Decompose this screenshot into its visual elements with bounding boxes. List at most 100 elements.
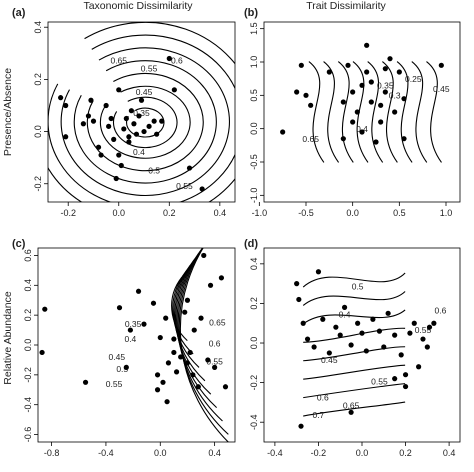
data-point <box>407 330 413 336</box>
row-label-presence: Presence/Absence <box>2 68 14 156</box>
data-point <box>382 66 388 72</box>
data-point <box>123 364 129 370</box>
data-point <box>308 102 314 108</box>
contour-line <box>172 270 194 355</box>
data-point <box>303 92 309 98</box>
data-point <box>320 316 326 322</box>
contour-label: 0.6 <box>434 305 446 315</box>
data-point <box>151 118 157 124</box>
data-point <box>166 55 172 62</box>
data-point <box>39 349 45 356</box>
contour-line <box>302 272 406 288</box>
panel-tag: (a) <box>12 7 26 19</box>
data-point <box>411 320 417 326</box>
data-point <box>131 121 137 127</box>
data-point <box>396 69 402 75</box>
y-tick-label: 0.4 <box>249 258 259 271</box>
data-point <box>368 79 374 85</box>
y-tick-label: 0.4 <box>23 279 33 292</box>
data-point <box>298 423 304 429</box>
data-point <box>95 144 102 150</box>
data-point <box>354 109 360 115</box>
data-point <box>387 56 393 62</box>
plot-frame <box>263 247 461 443</box>
data-point <box>90 118 97 124</box>
data-point <box>300 320 306 326</box>
contour-line <box>175 253 212 395</box>
contour-label: 0.45 <box>433 84 450 94</box>
data-point <box>392 109 398 115</box>
data-point <box>326 350 332 356</box>
y-tick-label: -1.0 <box>249 188 259 204</box>
data-point <box>337 332 343 338</box>
data-point <box>80 121 86 127</box>
data-point <box>146 123 152 129</box>
contour-label: 0.65 <box>209 318 226 328</box>
contour-lines <box>171 248 230 442</box>
x-tick-label: -0.4 <box>267 448 283 458</box>
contour-label: 0.4 <box>356 124 368 134</box>
data-point <box>385 310 391 316</box>
col-title-trait: Trait Dissimilarity <box>306 0 386 12</box>
y-tick-label: 0.0 <box>249 122 259 135</box>
data-point <box>341 304 348 310</box>
data-point <box>157 334 163 341</box>
contour-label: 0.5 <box>148 165 160 175</box>
data-point <box>116 305 123 311</box>
contour-line <box>173 265 200 368</box>
contour-line <box>303 327 406 343</box>
contour-line <box>367 61 384 163</box>
contour-label: 0.65 <box>302 134 319 144</box>
data-point <box>123 115 129 122</box>
panel-tag: (b) <box>244 7 258 19</box>
data-point <box>126 134 132 140</box>
data-point <box>438 62 444 68</box>
data-point <box>128 108 134 114</box>
contour-line <box>382 61 398 163</box>
data-point <box>363 348 369 354</box>
data-point <box>218 275 225 281</box>
contour-label: 0.6 <box>317 392 329 402</box>
data-point <box>298 62 304 68</box>
x-tick-label: -1.0 <box>252 208 268 218</box>
row-label-abundance: Relative Abundance <box>2 291 14 385</box>
x-tick-label: -0.4 <box>98 448 114 458</box>
y-tick-label: -0.5 <box>249 154 259 170</box>
data-point <box>103 102 109 109</box>
data-point <box>381 344 387 350</box>
contour-line <box>323 61 340 163</box>
contour-label: 0.7 <box>313 410 325 420</box>
data-point <box>191 327 197 333</box>
data-point <box>416 364 422 370</box>
data-point <box>378 102 384 108</box>
data-point <box>398 352 404 358</box>
contour-line <box>411 61 428 163</box>
data-point <box>401 96 407 102</box>
data-point <box>364 42 370 48</box>
contour-label: 0.5 <box>116 364 128 374</box>
x-tick-label: 1.0 <box>440 208 453 218</box>
data-point <box>207 282 214 288</box>
contour-line <box>303 346 406 362</box>
contour-line <box>179 248 230 442</box>
data-point <box>42 306 48 312</box>
data-point <box>340 99 346 105</box>
data-point <box>111 136 117 142</box>
data-point <box>199 186 205 192</box>
x-tick-label: 0.0 <box>356 448 369 458</box>
data-point <box>127 327 133 333</box>
contour-line <box>99 85 191 159</box>
y-tick-label: -0.4 <box>23 397 33 413</box>
contour-label: 0.6 <box>209 338 221 348</box>
data-point <box>178 354 184 360</box>
data-point <box>222 384 229 390</box>
data-point <box>63 134 69 140</box>
panel-tag: (c) <box>12 238 26 250</box>
data-point <box>359 82 365 88</box>
contour-label: 0.55 <box>415 325 432 335</box>
contour-line <box>178 248 229 435</box>
y-tick-label: 0.2 <box>249 297 259 310</box>
contour-label: 0.4 <box>133 147 145 157</box>
data-point <box>154 372 161 378</box>
contour-line <box>352 61 369 163</box>
